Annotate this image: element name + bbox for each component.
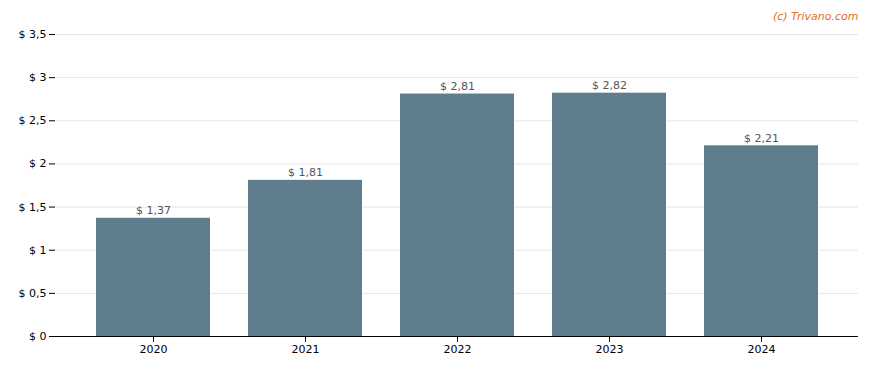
svg-text:2020: 2020 [140,343,168,356]
svg-text:2021: 2021 [292,343,320,356]
svg-text:$ 1,37: $ 1,37 [136,204,171,217]
svg-text:2023: 2023 [596,343,624,356]
svg-text:$ 1: $ 1 [29,244,47,257]
svg-text:$ 1,5: $ 1,5 [19,201,47,214]
svg-text:$ 1,81: $ 1,81 [288,166,323,179]
svg-text:$ 3: $ 3 [29,71,47,84]
svg-text:2022: 2022 [444,343,472,356]
svg-text:$ 2,5: $ 2,5 [19,114,47,127]
svg-text:$ 3,5: $ 3,5 [19,28,47,41]
svg-text:(c) Trivano.com: (c) Trivano.com [773,10,859,23]
svg-text:$ 2: $ 2 [29,157,47,170]
svg-text:$ 2,21: $ 2,21 [744,132,779,145]
svg-text:$ 2,82: $ 2,82 [592,79,627,92]
svg-text:$ 0,5: $ 0,5 [19,287,47,300]
svg-text:$ 0: $ 0 [29,330,47,343]
svg-text:$ 2,81: $ 2,81 [440,80,475,93]
svg-text:2024: 2024 [748,343,776,356]
